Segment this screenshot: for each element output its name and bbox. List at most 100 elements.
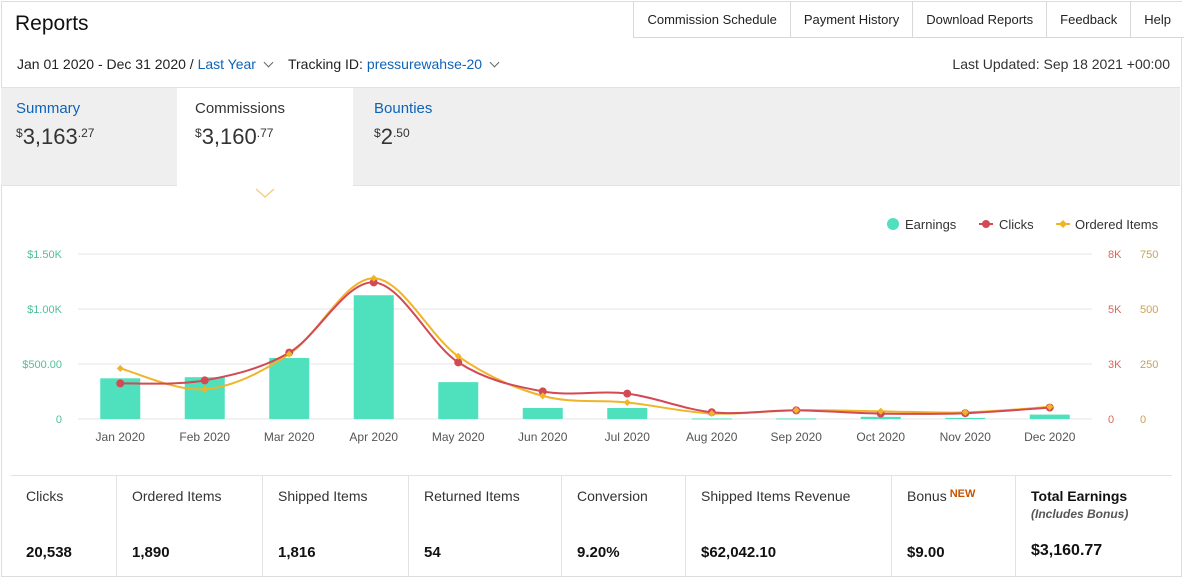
stat-shipped-items-revenue: Shipped Items Revenue $62,042.10 bbox=[686, 476, 892, 576]
left-axis-tick-label: 0 bbox=[56, 414, 62, 426]
x-axis-tick-label: Aug 2020 bbox=[686, 430, 738, 444]
ordered-items-axis-tick-label: 500 bbox=[1140, 304, 1158, 316]
stat-label: Returned Items bbox=[424, 488, 520, 504]
legend-clicks-label: Clicks bbox=[999, 217, 1034, 232]
stat-label: Conversion bbox=[577, 488, 648, 504]
stat-value: $62,042.10 bbox=[701, 544, 777, 561]
currency-symbol: $ bbox=[16, 126, 23, 140]
x-axis-tick-label: May 2020 bbox=[432, 430, 485, 444]
x-axis-tick-label: Apr 2020 bbox=[349, 430, 398, 444]
amount-cents: .50 bbox=[392, 126, 410, 140]
stat-label: Bonus NEW bbox=[907, 488, 1015, 504]
stat-value: 20,538 bbox=[26, 544, 72, 561]
stat-value: 9.20% bbox=[577, 544, 620, 561]
legend-ordered-items-label: Ordered Items bbox=[1075, 217, 1159, 232]
stat-label-text: Bonus bbox=[907, 488, 947, 504]
tracking-id-dropdown[interactable]: pressurewahse-20 bbox=[366, 56, 483, 72]
ordered-items-axis-tick-label: 750 bbox=[1140, 249, 1158, 261]
x-axis-tick-label: Jan 2020 bbox=[96, 430, 146, 444]
stat-value: 1,816 bbox=[278, 544, 316, 561]
stat-label: Ordered Items bbox=[132, 488, 222, 504]
amount-dollars: 3,163 bbox=[22, 124, 78, 149]
tab-commissions[interactable]: Commissions $3,160.77 bbox=[177, 88, 353, 190]
report-filters: Jan 01 2020 - Dec 31 2020 / Last Year Tr… bbox=[17, 56, 514, 72]
earnings-bar bbox=[438, 382, 479, 419]
stat-value: 54 bbox=[424, 544, 441, 561]
stat-value: $9.00 bbox=[907, 544, 945, 561]
x-axis-tick-label: Feb 2020 bbox=[179, 430, 230, 444]
left-axis-tick-label: $500.00 bbox=[22, 359, 62, 371]
x-axis-tick-label: Mar 2020 bbox=[264, 430, 315, 444]
tab-summary[interactable]: Summary $3,163.27 bbox=[1, 88, 176, 187]
payment-history-button[interactable]: Payment History bbox=[789, 2, 913, 37]
chevron-down-icon[interactable] bbox=[489, 57, 500, 68]
earnings-bar bbox=[691, 418, 732, 420]
stat-total-earnings: Total Earnings (Includes Bonus) $3,160.7… bbox=[1016, 476, 1172, 576]
date-range-text: Jan 01 2020 - Dec 31 2020 / bbox=[17, 56, 194, 72]
stat-ordered-items: Ordered Items 1,890 bbox=[117, 476, 263, 576]
ordered-items-point bbox=[370, 274, 378, 282]
ordered-items-axis-tick-label: 250 bbox=[1140, 359, 1158, 371]
stat-returned-items: Returned Items 54 bbox=[409, 476, 562, 576]
ordered-items-point bbox=[201, 385, 209, 393]
legend-clicks-marker bbox=[982, 220, 990, 228]
earnings-bar bbox=[1029, 414, 1070, 419]
new-badge: NEW bbox=[949, 488, 976, 500]
clicks-point bbox=[116, 379, 125, 388]
earnings-tabs: Summary $3,163.27 Commissions $3,160.77 … bbox=[1, 87, 1180, 190]
earnings-bar bbox=[522, 408, 563, 419]
tab-amount: $3,160.77 bbox=[195, 124, 353, 150]
clicks-axis-tick-label: 0 bbox=[1108, 414, 1114, 426]
active-tab-caret-icon bbox=[255, 188, 275, 199]
date-preset-dropdown[interactable]: Last Year bbox=[197, 56, 256, 72]
ordered-items-point bbox=[1046, 403, 1054, 411]
commission-schedule-button[interactable]: Commission Schedule bbox=[634, 2, 790, 37]
tab-label: Commissions bbox=[195, 100, 286, 117]
page-title: Reports bbox=[15, 12, 89, 35]
left-axis-tick-label: $1.50K bbox=[27, 249, 63, 261]
help-button[interactable]: Help bbox=[1130, 2, 1184, 37]
feedback-button[interactable]: Feedback bbox=[1046, 2, 1131, 37]
tab-label: Summary bbox=[16, 100, 81, 117]
amount-cents: .27 bbox=[77, 126, 95, 140]
stat-label: Shipped Items bbox=[278, 488, 368, 504]
stat-label: Shipped Items Revenue bbox=[701, 488, 851, 504]
tab-amount: $3,163.27 bbox=[16, 124, 176, 150]
clicks-point bbox=[369, 278, 378, 287]
left-axis-tick-label: $1.00K bbox=[27, 304, 63, 316]
ordered-items-point bbox=[792, 406, 800, 414]
earnings-bar bbox=[269, 357, 310, 419]
tracking-id-label: Tracking ID: bbox=[287, 56, 363, 72]
clicks-point bbox=[200, 376, 209, 385]
stat-label: Total Earnings bbox=[1031, 488, 1128, 504]
tab-bounties[interactable]: Bounties $2.50 bbox=[359, 88, 519, 187]
x-axis-tick-label: Nov 2020 bbox=[940, 430, 992, 444]
stat-shipped-items: Shipped Items 1,816 bbox=[263, 476, 409, 576]
ordered-items-point bbox=[116, 364, 124, 372]
x-axis-tick-label: Dec 2020 bbox=[1024, 430, 1076, 444]
clicks-line bbox=[120, 281, 1050, 415]
download-reports-button[interactable]: Download Reports bbox=[912, 2, 1047, 37]
currency-symbol: $ bbox=[374, 126, 381, 140]
earnings-chart: 0 $500.00 $1.00K $1.50K 0 3K 5K 8K 0 250 500 750 Jan… bbox=[22, 217, 1159, 444]
chevron-down-icon[interactable] bbox=[263, 57, 274, 68]
clicks-axis-tick-label: 3K bbox=[1108, 359, 1122, 371]
earnings-bar bbox=[353, 295, 394, 419]
stats-summary: Clicks 20,538 Ordered Items 1,890 Shippe… bbox=[11, 475, 1172, 576]
ordered-items-point bbox=[623, 399, 631, 406]
x-axis-tick-label: Oct 2020 bbox=[856, 430, 905, 444]
ordered-items-point bbox=[539, 392, 547, 400]
earnings-bar bbox=[607, 408, 648, 419]
tab-amount: $2.50 bbox=[374, 124, 519, 150]
currency-symbol: $ bbox=[195, 126, 202, 140]
stat-clicks: Clicks 20,538 bbox=[11, 476, 117, 576]
stat-conversion: Conversion 9.20% bbox=[562, 476, 686, 576]
stat-bonus: Bonus NEW $9.00 bbox=[892, 476, 1016, 576]
x-axis-tick-label: Jun 2020 bbox=[518, 430, 568, 444]
ordered-items-point bbox=[961, 408, 969, 416]
ordered-items-point bbox=[454, 352, 462, 360]
clicks-point bbox=[623, 389, 632, 398]
ordered-items-point bbox=[708, 410, 716, 417]
ordered-items-axis-tick-label: 0 bbox=[1140, 414, 1146, 426]
ordered-items-point bbox=[285, 350, 293, 358]
